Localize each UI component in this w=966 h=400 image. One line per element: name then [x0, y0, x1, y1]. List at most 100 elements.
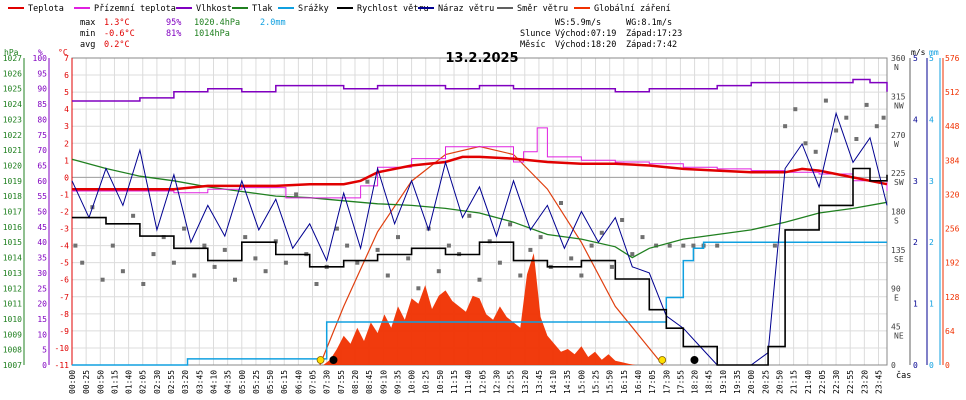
time-tick-label: 17:55 — [676, 370, 685, 394]
temp-tick-label: 3 — [64, 122, 69, 131]
sunrise-marker — [316, 356, 325, 364]
wind-direction-point — [487, 239, 492, 244]
mm-unit: mm — [929, 48, 939, 57]
dir-tick-label: 0 — [891, 361, 896, 370]
wind-direction-point — [772, 243, 777, 248]
stats-rain: 2.0mm — [260, 18, 286, 28]
temp-tick-label: -1 — [59, 190, 69, 199]
wind-direction-point — [202, 243, 207, 248]
hpa-tick-label: 1017 — [3, 208, 22, 217]
time-tick-label: 01:15 — [110, 370, 119, 394]
wind-direction-point — [233, 277, 237, 282]
hpa-tick-label: 1015 — [3, 238, 22, 247]
dir-cardinal-label: S — [894, 217, 899, 226]
hpa-tick-label: 1025 — [3, 85, 22, 94]
time-tick-label: 20:50 — [775, 370, 784, 394]
wind-direction-point — [538, 235, 543, 240]
time-tick-label: 16:40 — [634, 370, 643, 394]
wind-direction-point — [874, 124, 879, 129]
ms-tick-label: 4 — [913, 115, 918, 124]
pct-tick-label: 90 — [37, 85, 47, 94]
time-tick-label: 07:55 — [337, 370, 346, 394]
time-tick-label: 12:30 — [492, 370, 501, 394]
wind-direction-point — [171, 260, 176, 265]
time-tick-label: 21:15 — [790, 370, 799, 394]
moonset-text: Západ:7:42 — [626, 40, 677, 50]
series-temperature — [72, 155, 888, 191]
time-tick-label: 08:45 — [365, 370, 374, 394]
wind-direction-point — [192, 273, 197, 278]
wind-direction-point — [715, 243, 720, 248]
pct-tick-label: 55 — [37, 192, 47, 201]
wind-direction-point — [783, 124, 788, 129]
wind-direction-point — [73, 243, 78, 248]
hpa-tick-label: 1026 — [3, 69, 22, 78]
series-ground-temperature — [72, 127, 888, 199]
wind-direction-point — [243, 235, 248, 240]
wm2-tick-label: 256 — [945, 225, 960, 234]
pct-tick-label: 10 — [37, 330, 47, 339]
mm-tick-label: 0 — [929, 361, 934, 370]
wind-direction-point — [314, 282, 319, 286]
pct-tick-label: 85 — [37, 100, 47, 109]
wind-direction-point — [355, 260, 360, 265]
wind-direction-point — [396, 235, 400, 240]
wind-direction-point — [345, 243, 350, 248]
wm2-tick-label: 64 — [945, 327, 955, 336]
pct-tick-label: 100 — [33, 54, 48, 63]
dir-tick-label: 315 — [891, 92, 906, 101]
temp-tick-label: -9 — [59, 327, 69, 336]
temp-tick-label: -8 — [59, 310, 69, 319]
time-tick-label: 12:05 — [478, 370, 487, 394]
temp-tick-label: 5 — [64, 88, 69, 97]
time-tick-label: 10:00 — [408, 370, 417, 394]
time-tick-label: 18:20 — [691, 370, 700, 394]
wind-gust-info: WG:8.1m/s — [626, 18, 672, 28]
stats-temp: -0.6°C — [104, 29, 135, 39]
hpa-tick-label: 1027 — [3, 54, 22, 63]
stats-pressure: 1020.4hPa — [194, 18, 240, 28]
wind-direction-point — [467, 213, 472, 218]
temp-tick-label: 2 — [64, 139, 69, 148]
wind-direction-point — [406, 256, 411, 261]
temp-tick-label: -3 — [59, 225, 69, 234]
temp-tick-label: -2 — [59, 208, 69, 217]
hpa-tick-label: 1012 — [3, 284, 22, 293]
pct-tick-label: 45 — [37, 223, 47, 232]
legend-label: Přízemní teplota — [94, 4, 176, 14]
pct-tick-label: 95 — [37, 69, 47, 78]
wind-direction-point — [654, 243, 659, 248]
dir-cardinal-label: SE — [894, 255, 904, 264]
time-tick-label: 11:15 — [450, 370, 459, 394]
pct-tick-label: 25 — [37, 284, 47, 293]
wm2-tick-label: 128 — [945, 293, 960, 302]
wind-direction-point — [630, 252, 635, 257]
wind-direction-point — [110, 243, 115, 248]
time-tick-label: 03:45 — [195, 370, 204, 394]
wind-direction-point — [222, 247, 227, 252]
hpa-tick-label: 1024 — [3, 100, 22, 109]
time-tick-label: 13:20 — [521, 370, 530, 394]
wind-direction-point — [477, 277, 482, 282]
dir-cardinal-label: E — [894, 293, 899, 302]
time-tick-label: 00:25 — [82, 370, 91, 394]
pct-tick-label: 5 — [42, 346, 47, 355]
legend: Teplota Přízemní teplota Vlhkost Tlak Srážky… — [8, 4, 671, 14]
time-tick-label: 19:10 — [719, 370, 728, 394]
pct-tick-label: 30 — [37, 269, 47, 278]
legend-label: Teplota — [28, 4, 64, 14]
pct-tick-label: 50 — [37, 208, 47, 217]
wind-direction-point — [100, 277, 105, 282]
time-tick-label: 20:25 — [761, 370, 770, 394]
pct-tick-label: 60 — [37, 177, 47, 186]
wm2-tick-label: 192 — [945, 259, 960, 268]
legend-label: Srážky — [298, 4, 329, 14]
time-tick-label: 15:00 — [577, 370, 586, 394]
ms-tick-label: 3 — [913, 177, 918, 186]
stats-temp: 0.2°C — [104, 40, 130, 50]
wind-direction-point — [508, 222, 513, 227]
sun-moon-markers — [316, 356, 699, 364]
wm2-tick-label: 0 — [945, 361, 950, 370]
wind-direction-point — [559, 201, 563, 205]
temp-tick-label: -6 — [59, 276, 69, 285]
